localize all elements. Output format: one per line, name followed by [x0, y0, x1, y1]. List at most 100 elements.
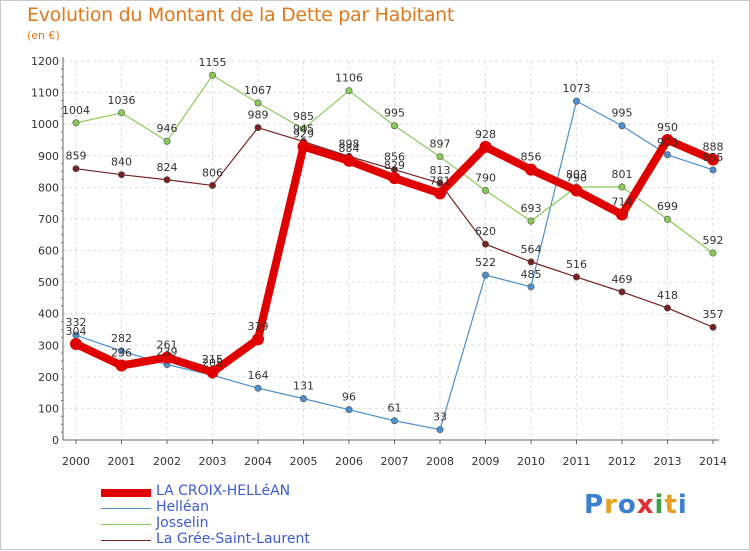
data-label: 859 — [66, 150, 87, 163]
x-tick-label: 2011 — [563, 455, 591, 468]
x-tick-label: 2013 — [654, 455, 682, 468]
logo-letter: i — [677, 490, 688, 520]
y-tick-label: 900 — [38, 150, 59, 163]
data-label: 813 — [430, 164, 451, 177]
data-point — [525, 163, 537, 176]
data-label: 131 — [293, 380, 314, 393]
data-point — [299, 395, 307, 403]
y-tick-label: 300 — [38, 339, 59, 352]
y-tick-label: 100 — [38, 402, 59, 415]
data-label: 928 — [475, 128, 496, 141]
data-point — [118, 171, 126, 179]
logo-letter: r — [604, 490, 618, 520]
data-label: 856 — [384, 151, 405, 164]
data-label: 1073 — [563, 82, 591, 95]
data-label: 61 — [388, 402, 402, 415]
data-label: 929 — [293, 128, 314, 141]
data-point — [479, 140, 492, 153]
x-tick-label: 2006 — [335, 455, 363, 468]
data-point — [481, 240, 489, 248]
data-label: 903 — [657, 136, 678, 149]
data-label: 995 — [384, 107, 405, 120]
data-label: 1067 — [244, 84, 272, 97]
data-label: 693 — [521, 202, 542, 215]
data-point — [343, 154, 355, 167]
y-tick-label: 700 — [38, 213, 59, 226]
data-label: 897 — [430, 138, 451, 151]
data-label: 564 — [521, 243, 542, 256]
data-label: 164 — [248, 369, 269, 382]
data-label: 781 — [430, 174, 451, 187]
data-point — [163, 137, 171, 145]
data-label: 332 — [66, 316, 87, 329]
data-label: 985 — [293, 110, 314, 123]
data-point — [707, 153, 719, 166]
data-label: 790 — [566, 171, 587, 184]
x-tick-label: 2008 — [426, 455, 454, 468]
data-point — [434, 187, 446, 200]
data-point — [252, 333, 264, 346]
data-point — [527, 283, 535, 291]
x-tick-label: 2003 — [199, 455, 227, 468]
data-label: 215 — [202, 353, 223, 366]
data-label: 319 — [248, 320, 269, 333]
y-tick-label: 200 — [38, 371, 59, 384]
data-point — [709, 249, 717, 257]
x-tick-label: 2014 — [699, 455, 727, 468]
logo-letter: i — [654, 490, 665, 520]
logo-letter: o — [617, 490, 637, 520]
data-point — [345, 87, 353, 95]
data-label: 282 — [111, 332, 132, 345]
y-tick-label: 800 — [38, 181, 59, 194]
data-point — [390, 417, 398, 425]
data-point — [616, 208, 628, 221]
data-label: 884 — [339, 142, 360, 155]
data-point — [436, 179, 444, 187]
chart-subtitle: (en €) — [27, 29, 60, 42]
data-point — [618, 288, 626, 296]
data-point — [254, 124, 262, 132]
data-point — [481, 186, 489, 194]
chart-title: Evolution du Montant de la Dette par Hab… — [27, 4, 455, 26]
data-point — [572, 97, 580, 105]
data-label: 1106 — [335, 72, 363, 85]
data-point — [436, 426, 444, 434]
data-point — [388, 172, 401, 185]
data-label: 96 — [342, 391, 356, 404]
data-point — [663, 151, 671, 159]
data-point — [709, 166, 717, 174]
data-label: 522 — [475, 256, 496, 269]
data-point — [572, 273, 580, 281]
data-label: 824 — [157, 161, 178, 174]
y-tick-label: 400 — [38, 308, 59, 321]
x-tick-label: 2000 — [62, 455, 90, 468]
data-point — [70, 337, 82, 350]
data-label: 840 — [111, 156, 132, 169]
x-tick-label: 2002 — [153, 455, 181, 468]
legend-label: La Grée-Saint-Laurent — [156, 531, 310, 547]
data-point — [254, 384, 262, 392]
proxiti-logo: Proxiti — [584, 490, 688, 520]
logo-letter: x — [636, 490, 655, 520]
data-point — [661, 133, 674, 146]
data-point — [72, 165, 80, 173]
x-tick-label: 2012 — [608, 455, 636, 468]
data-label: 592 — [703, 234, 724, 247]
logo-letter: t — [664, 490, 678, 520]
data-point — [118, 347, 126, 355]
data-point — [436, 153, 444, 161]
y-tick-label: 1100 — [31, 87, 59, 100]
data-label: 829 — [384, 159, 405, 172]
data-point — [72, 119, 80, 127]
x-tick-label: 2010 — [517, 455, 545, 468]
data-label: 485 — [521, 268, 542, 281]
data-point — [161, 351, 173, 364]
data-point — [297, 140, 310, 153]
data-label: 418 — [657, 289, 678, 302]
data-label: 239 — [157, 346, 178, 359]
data-point — [299, 125, 307, 133]
legend-swatch-croix — [101, 489, 151, 497]
data-point — [663, 215, 671, 223]
data-point — [390, 122, 398, 130]
